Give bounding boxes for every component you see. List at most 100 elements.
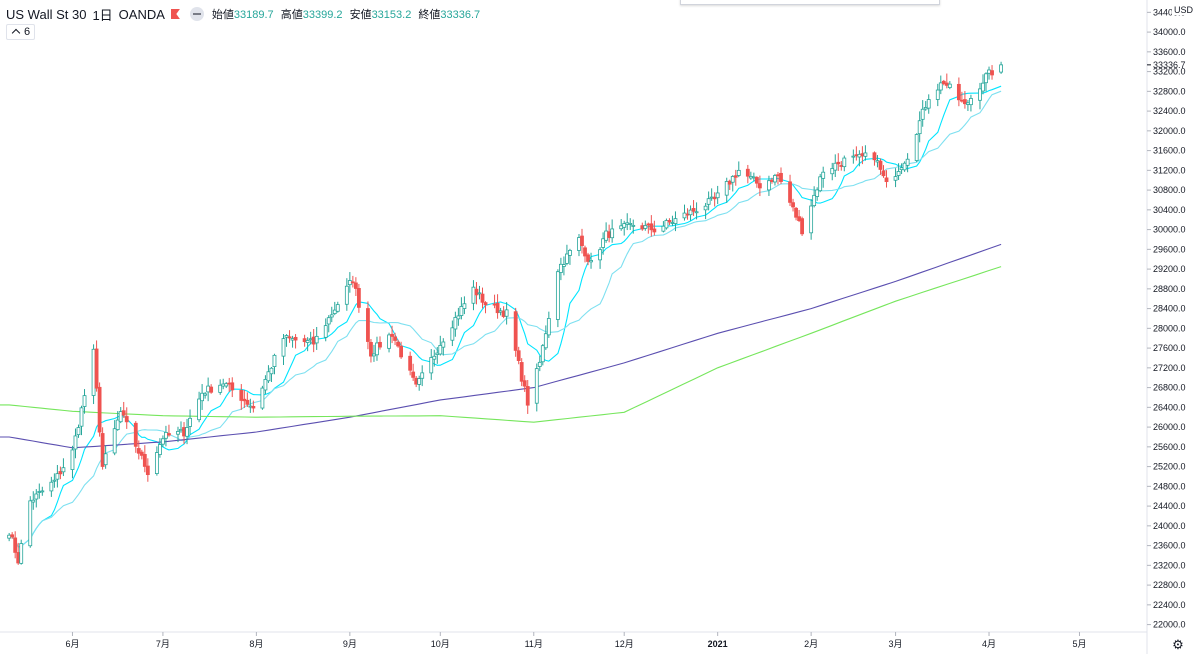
candle-body (19, 543, 24, 564)
candle-body (944, 82, 949, 86)
time-tick-label: 8月 (249, 639, 263, 649)
candle-body (736, 169, 741, 176)
candle-body (770, 179, 774, 182)
candle-body (353, 282, 358, 289)
candle-body (598, 249, 602, 261)
candle-body (691, 208, 696, 212)
candle-body (167, 433, 171, 436)
candle-body (335, 304, 340, 312)
candlestick (185, 418, 189, 445)
candlestick (441, 338, 446, 356)
price-tick-label: 31200.0 (1153, 165, 1186, 175)
last-price-label: 33336.7 (1153, 60, 1186, 70)
candlestick (52, 473, 57, 488)
candle-body (809, 205, 814, 234)
candle-body (221, 383, 226, 387)
source-label: OANDA (118, 6, 165, 22)
candle-body (537, 361, 542, 367)
candle-body (941, 80, 946, 85)
candle-body (706, 198, 711, 205)
candle-body (185, 427, 189, 437)
candle-body (103, 453, 108, 466)
candle-body (293, 336, 298, 341)
candlestick (284, 334, 289, 347)
candle-body (218, 384, 223, 393)
candle-body (115, 419, 120, 430)
candle-body (966, 102, 970, 105)
price-axis[interactable]: 22000.0 22400.0 22800.0 23200.0 23600.0 24000… (1147, 7, 1186, 630)
candlestick (712, 192, 717, 207)
candlestick (112, 420, 117, 456)
candle-body (498, 310, 503, 313)
candle-body (607, 231, 612, 238)
candle-body (947, 83, 952, 88)
candle-body (984, 73, 988, 84)
candle-body (839, 165, 844, 167)
candlestick (329, 306, 334, 323)
candlestick (378, 336, 382, 350)
candle-body (142, 454, 147, 467)
candlestick (640, 222, 645, 231)
candle-body (851, 155, 856, 158)
candle-body (688, 209, 693, 216)
candlestick (154, 446, 159, 476)
candle-body (182, 427, 186, 437)
time-tick-label: 9月 (343, 639, 357, 649)
candlestick (836, 153, 841, 171)
candle-body (727, 180, 732, 185)
candle-body (290, 338, 295, 341)
candlestick (652, 220, 657, 236)
candlestick (516, 346, 521, 365)
candlestick (646, 222, 651, 234)
candle-body (366, 308, 370, 342)
candle-body (417, 378, 422, 385)
gear-icon[interactable]: ⚙ (1172, 637, 1184, 652)
symbol-name[interactable]: US Wall St 30 (6, 6, 87, 22)
top-panel-edge (680, 0, 940, 5)
candlestick (483, 301, 488, 314)
candle-body (673, 218, 678, 224)
candle-body (818, 176, 823, 192)
indicators-toggle-button[interactable]: 6 (6, 24, 36, 40)
price-tick-label: 34400.0 (1153, 7, 1186, 17)
price-tick-label: 22400.0 (1153, 600, 1186, 610)
candlestick (79, 405, 84, 436)
candle-body (812, 194, 817, 207)
candle-body (565, 253, 569, 264)
currency-label[interactable]: USD (1172, 5, 1196, 15)
candle-body (52, 479, 57, 482)
candle-body (779, 172, 783, 182)
candlestick (495, 294, 500, 319)
hide-legend-icon[interactable] (189, 7, 204, 21)
candlestick (462, 296, 467, 315)
price-tick-label: 28800.0 (1153, 284, 1186, 294)
candlestick (709, 188, 714, 201)
time-axis[interactable]: 6月 7月 8月 9月 10月 11月 12月 2021 2月 3月 4月 5月 (65, 632, 1086, 649)
candle-body (350, 281, 355, 284)
candle-body (387, 334, 391, 349)
candle-body (188, 417, 192, 427)
moving-average-line (9, 90, 1002, 548)
candle-body (815, 189, 820, 197)
candle-body (610, 228, 615, 239)
candlestick (393, 332, 397, 346)
candlestick (809, 199, 814, 240)
candlestick (661, 221, 666, 233)
time-tick-label: 10月 (431, 639, 450, 649)
candle-body (540, 345, 545, 363)
price-tick-label: 32400.0 (1153, 106, 1186, 116)
candlestick (812, 186, 817, 208)
candlestick (664, 218, 669, 230)
candle-body (31, 499, 36, 503)
candle-body (878, 160, 883, 170)
candlestick (754, 176, 759, 188)
candle-body (935, 89, 940, 100)
flag-icon[interactable] (171, 9, 180, 19)
candlestick (902, 161, 907, 172)
candle-body (745, 168, 750, 177)
interval-label[interactable]: 1日 (92, 7, 113, 23)
candle-body (326, 317, 331, 325)
candlestick (387, 332, 391, 353)
candlestick (366, 301, 370, 350)
